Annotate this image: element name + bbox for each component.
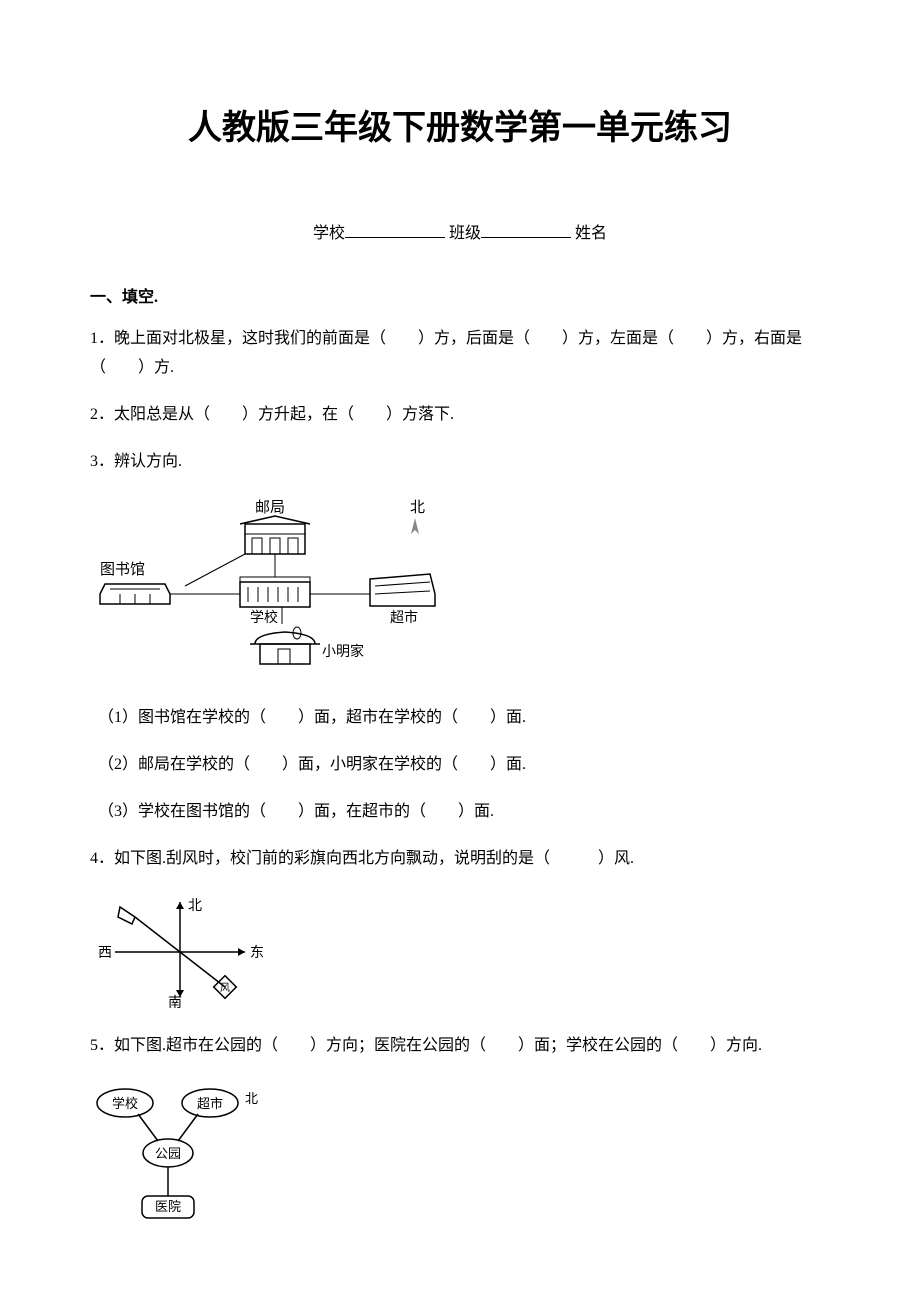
svg-text:北: 北 <box>410 499 425 516</box>
question-3-2: （2）邮局在学校的（ ）面，小明家在学校的（ ）面. <box>98 751 830 780</box>
diagram-compass: 风 北 南 东 西 <box>90 892 830 1012</box>
page-title: 人教版三年级下册数学第一单元练习 <box>90 100 830 149</box>
section-1-header: 一、填空. <box>90 283 830 307</box>
svg-text:学校: 学校 <box>112 1096 138 1111</box>
svg-text:超市: 超市 <box>197 1096 223 1111</box>
north-indicator: 北 <box>410 499 425 534</box>
svg-text:南: 南 <box>168 995 182 1011</box>
question-4: 4．如下图.刮风时，校门前的彩旗向西北方向飘动，说明刮的是（ ）风. <box>90 845 830 874</box>
post-office-icon: 邮局 <box>240 499 310 554</box>
student-info-line: 学校 班级 姓名 <box>90 219 830 243</box>
question-5: 5．如下图.超市在公园的（ ）方向；医院在公园的（ ）面；学校在公园的（ ）方向… <box>90 1032 830 1061</box>
svg-text:公园: 公园 <box>155 1146 181 1161</box>
diagram-park: 学校 超市 北 公园 医院 <box>90 1078 830 1228</box>
name-label: 姓名 <box>575 225 607 242</box>
svg-text:风: 风 <box>220 982 230 994</box>
class-blank <box>481 219 571 238</box>
svg-text:学校: 学校 <box>250 609 278 626</box>
post-office-label: 邮局 <box>255 499 285 516</box>
question-2: 2．太阳总是从（ ）方升起，在（ ）方落下. <box>90 401 830 430</box>
svg-text:超市: 超市 <box>390 609 418 626</box>
svg-text:北: 北 <box>245 1091 258 1106</box>
question-3-3: （3）学校在图书馆的（ ）面，在超市的（ ）面. <box>98 798 830 827</box>
library-icon: 图书馆 <box>100 561 170 604</box>
svg-text:图书馆: 图书馆 <box>100 561 145 578</box>
question-3-1: （1）图书馆在学校的（ ）面，超市在学校的（ ）面. <box>98 704 830 733</box>
svg-text:北: 北 <box>188 898 202 914</box>
supermarket-icon: 超市 <box>370 574 435 626</box>
school-icon: 学校 <box>240 577 310 626</box>
svg-text:东: 东 <box>250 945 264 961</box>
question-3: 3．辨认方向. <box>90 448 830 477</box>
class-label: 班级 <box>449 225 481 242</box>
xiaoming-home-icon: 小明家 <box>250 627 364 664</box>
svg-text:医院: 医院 <box>155 1199 181 1214</box>
school-label: 学校 <box>313 225 345 242</box>
diagram-map: 邮局 北 图书馆 <box>90 494 830 684</box>
school-blank <box>345 219 445 238</box>
question-1: 1．晚上面对北极星，这时我们的前面是（ ）方，后面是（ ）方，左面是（ ）方，右… <box>90 325 830 383</box>
svg-text:西: 西 <box>98 946 112 961</box>
svg-text:小明家: 小明家 <box>322 643 364 660</box>
